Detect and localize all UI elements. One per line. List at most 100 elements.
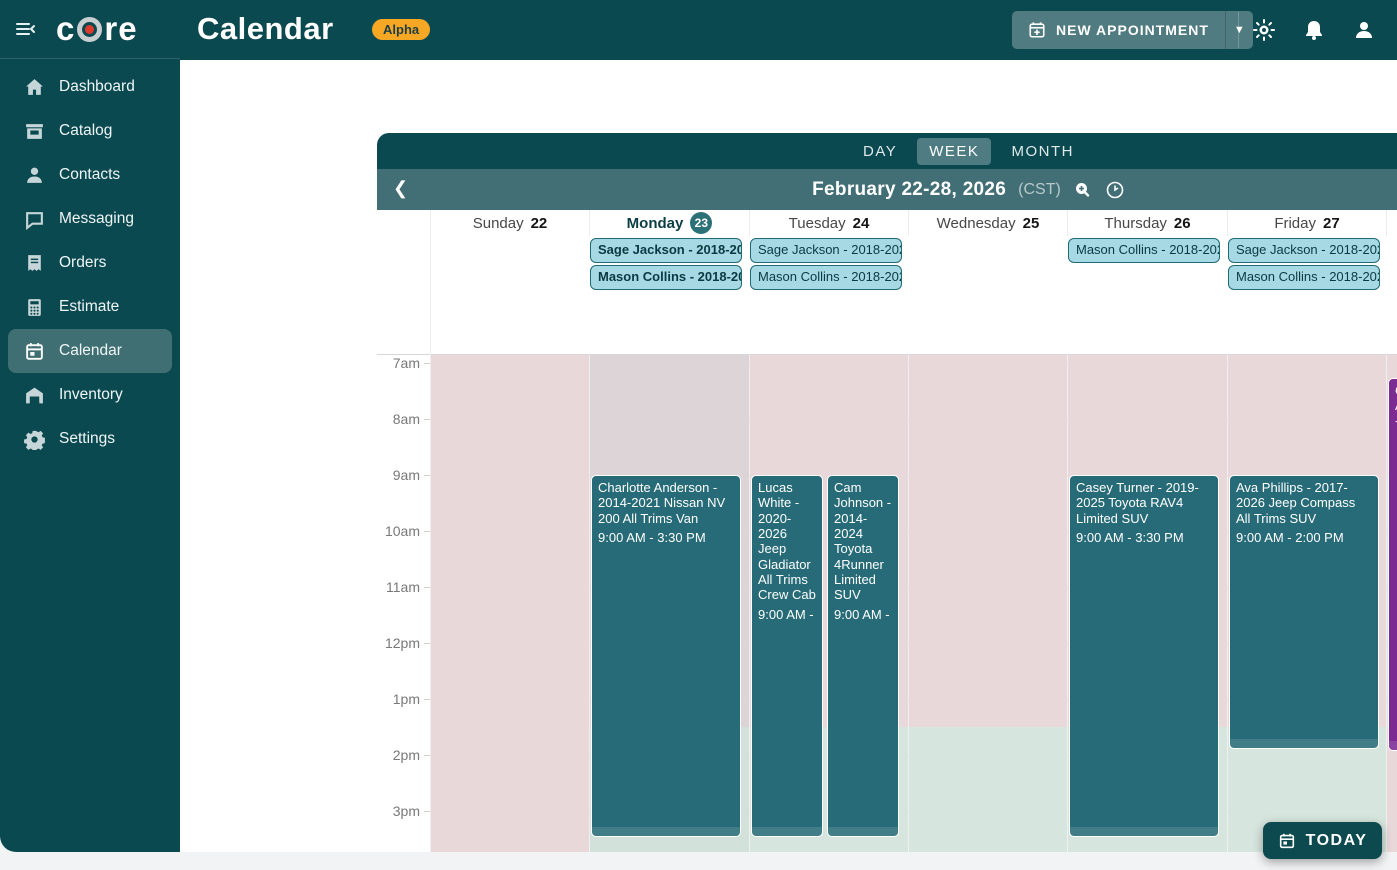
tab-month[interactable]: MONTH [999, 138, 1086, 165]
logo-text-right: re [104, 10, 137, 48]
event-ava-phillips[interactable]: Ava Phillips - 2017-2026 Jeep Compass Al… [1229, 475, 1379, 749]
allday-event[interactable]: Mason Collins - 2018-202 [750, 265, 902, 290]
date-range-title: February 22-28, 2026 [812, 179, 1006, 201]
zoom-in-search-icon[interactable] [1073, 180, 1093, 200]
sidebar-item-label: Estimate [59, 298, 119, 316]
allday-event[interactable]: Mason Collins - 2018-202 [1228, 265, 1380, 290]
hour-label: 1pm [380, 690, 420, 708]
event-casey-turner[interactable]: Casey Turner - 2019-2025 Toyota RAV4 Lim… [1069, 475, 1219, 837]
event-resize-handle[interactable] [1230, 739, 1378, 748]
content-area: DAY WEEK MONTH ❮ ❯ February 22-28, 2026 … [180, 60, 1397, 852]
sidebar-item-inventory[interactable]: Inventory [0, 373, 180, 417]
allday-event[interactable]: Mason Collins - 2018-202 [1068, 238, 1220, 263]
date-navigation-bar: ❮ ❯ February 22-28, 2026 (CST) [377, 169, 1397, 210]
allday-row: All-day Sage Jackson - 2018-202 Mason Co… [377, 236, 1397, 355]
sidebar-item-contacts[interactable]: Contacts [0, 153, 180, 197]
brightness-icon[interactable] [1252, 18, 1276, 42]
new-appointment-main[interactable]: NEW APPOINTMENT [1012, 11, 1225, 49]
calendar-icon [24, 341, 45, 362]
collapse-menu-icon[interactable] [14, 18, 36, 40]
event-coffee-and-cars[interactable]: Coffee and Cars - STL Airport Meet up 7:… [1388, 378, 1397, 751]
sidebar-item-orders[interactable]: Orders [0, 241, 180, 285]
day-header-sunday[interactable]: Sunday22 [430, 210, 589, 236]
calendar-icon [1278, 832, 1296, 850]
sidebar-item-dashboard[interactable]: Dashboard [0, 65, 180, 109]
day-column-saturday[interactable]: Coffee and Cars - STL Airport Meet up 7:… [1386, 355, 1397, 870]
sidebar-header: c re [0, 0, 180, 59]
person-icon [24, 165, 45, 186]
day-header-row: Sunday22 Monday 23 Tuesday24 Wednesday25… [377, 210, 1397, 236]
day-column-thursday[interactable]: Casey Turner - 2019-2025 Toyota RAV4 Lim… [1067, 355, 1227, 870]
day-column-wednesday[interactable] [908, 355, 1067, 870]
alpha-badge: Alpha [372, 19, 430, 40]
sidebar-item-messaging[interactable]: Messaging [0, 197, 180, 241]
hour-label: 3pm [380, 802, 420, 820]
sidebar-item-label: Calendar [59, 342, 122, 360]
hour-label: 2pm [380, 746, 420, 764]
sidebar-item-label: Dashboard [59, 78, 135, 96]
day-header-tuesday[interactable]: Tuesday24 [749, 210, 908, 236]
new-appointment-button[interactable]: NEW APPOINTMENT ▼ [1012, 11, 1253, 49]
hour-label: 7am [380, 355, 420, 372]
storefront-icon [24, 121, 45, 142]
logo-text-left: c [56, 10, 75, 48]
bottom-scroll-strip [0, 852, 1397, 870]
day-header-thursday[interactable]: Thursday26 [1067, 210, 1227, 236]
chevron-down-icon: ▼ [1234, 24, 1245, 36]
day-header-monday[interactable]: Monday 23 [589, 210, 749, 236]
day-header-wednesday[interactable]: Wednesday25 [908, 210, 1067, 236]
tab-day[interactable]: DAY [851, 138, 909, 165]
calendar-plus-icon [1028, 21, 1046, 39]
hour-label: 11am [380, 578, 420, 596]
calendar-card: DAY WEEK MONTH ❮ ❯ February 22-28, 2026 … [377, 133, 1397, 870]
sidebar: c re Dashboard Catalog Contacts Messagin… [0, 0, 180, 852]
sidebar-item-catalog[interactable]: Catalog [0, 109, 180, 153]
today-button-label: TODAY [1306, 832, 1368, 850]
hour-label: 12pm [380, 634, 420, 652]
sidebar-item-label: Contacts [59, 166, 120, 184]
calculator-icon [24, 297, 45, 318]
page-title: Calendar [197, 11, 334, 47]
event-resize-handle[interactable] [828, 827, 898, 836]
sidebar-item-label: Settings [59, 430, 115, 448]
tab-week[interactable]: WEEK [917, 138, 991, 165]
event-resize-handle[interactable] [752, 827, 822, 836]
today-button[interactable]: TODAY [1263, 822, 1382, 859]
warehouse-icon [24, 385, 45, 406]
chat-icon [24, 209, 45, 230]
allday-event[interactable]: Sage Jackson - 2018-202 [1228, 238, 1380, 263]
event-cam-johnson[interactable]: Cam Johnson - 2014-2024 Toyota 4Runner L… [827, 475, 899, 837]
sidebar-item-estimate[interactable]: Estimate [0, 285, 180, 329]
sidebar-item-label: Inventory [59, 386, 123, 404]
logo-target-icon [77, 17, 102, 42]
gear-icon [24, 429, 45, 450]
today-date-badge: 23 [690, 212, 712, 234]
sidebar-item-label: Messaging [59, 210, 134, 228]
event-resize-handle[interactable] [1389, 741, 1397, 750]
day-header-saturday[interactable]: Saturday28 [1386, 210, 1397, 236]
event-resize-handle[interactable] [592, 827, 740, 836]
grid-divider [430, 210, 431, 355]
sidebar-item-label: Orders [59, 254, 106, 272]
sidebar-item-settings[interactable]: Settings [0, 417, 180, 461]
allday-event[interactable]: Sage Jackson - 2018-202 [750, 238, 902, 263]
topbar-divider [1238, 12, 1239, 48]
event-charlotte-anderson[interactable]: Charlotte Anderson - 2014-2021 Nissan NV… [591, 475, 741, 837]
hour-label: 10am [380, 522, 420, 540]
event-resize-handle[interactable] [1070, 827, 1218, 836]
new-appointment-label: NEW APPOINTMENT [1056, 22, 1209, 38]
allday-event[interactable]: Mason Collins - 2018-202 [590, 265, 742, 290]
user-account-icon[interactable] [1352, 18, 1376, 42]
day-column-tuesday[interactable]: Lucas White - 2020-2026 Jeep Gladiator A… [749, 355, 908, 870]
day-column-monday[interactable]: Charlotte Anderson - 2014-2021 Nissan NV… [589, 355, 749, 870]
clock-icon[interactable] [1105, 180, 1125, 200]
day-header-friday[interactable]: Friday27 [1227, 210, 1386, 236]
day-column-sunday[interactable] [430, 355, 589, 870]
sidebar-item-label: Catalog [59, 122, 112, 140]
allday-event[interactable]: Sage Jackson - 2018-202 [590, 238, 742, 263]
notifications-bell-icon[interactable] [1302, 18, 1326, 42]
sidebar-nav: Dashboard Catalog Contacts Messaging Ord… [0, 59, 180, 461]
event-lucas-white[interactable]: Lucas White - 2020-2026 Jeep Gladiator A… [751, 475, 823, 837]
sidebar-item-calendar[interactable]: Calendar [8, 329, 172, 373]
day-column-friday[interactable]: Ava Phillips - 2017-2026 Jeep Compass Al… [1227, 355, 1386, 870]
